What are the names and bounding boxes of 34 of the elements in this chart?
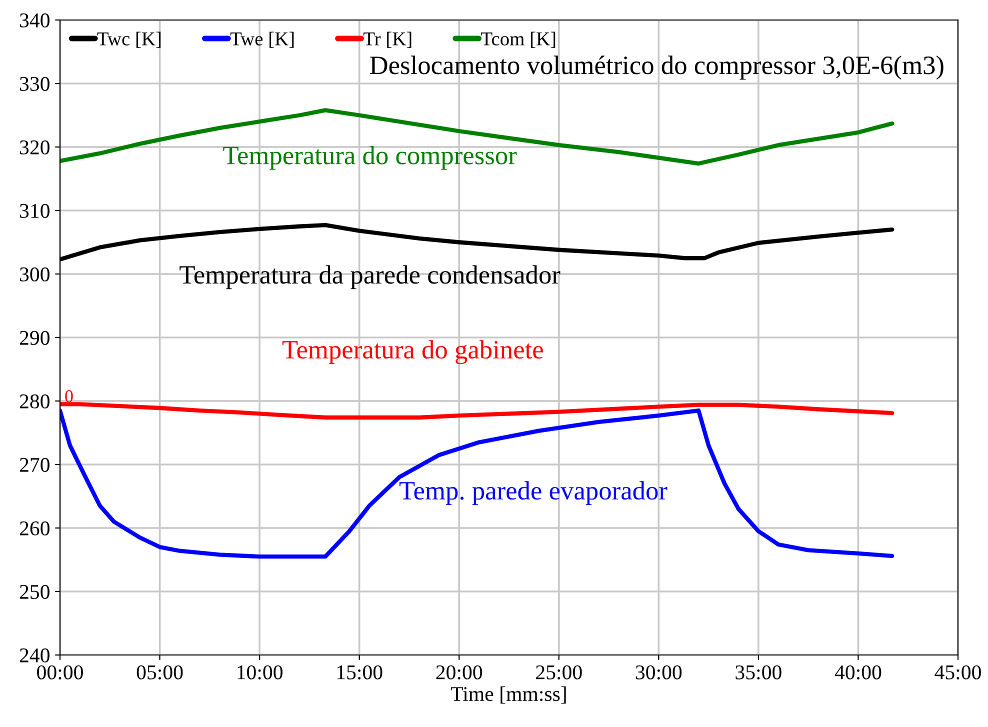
y-tick-label: 290 — [20, 330, 50, 345]
annotation: Temperatura do compressor — [223, 146, 517, 170]
legend-label: Twe [K] — [230, 32, 294, 48]
y-tick-label: 310 — [20, 204, 50, 218]
line-series — [60, 408, 894, 559]
line-series — [60, 402, 894, 420]
x-tick-label: 35:00 — [736, 665, 782, 680]
annotation: Temperatura da parede condensador — [180, 265, 560, 290]
annotation: 0 — [65, 390, 73, 402]
y-tick-label: 270 — [20, 458, 50, 472]
y-tick-label: 250 — [20, 584, 50, 599]
x-tick-label: 05:00 — [136, 665, 183, 680]
legend-label: Tr [K] — [363, 32, 412, 48]
y-tick-label: 300 — [20, 267, 50, 282]
y-tick-label: 280 — [20, 394, 50, 408]
y-tick-label: 240 — [20, 648, 50, 662]
x-axis-title: Time [mm:ss] — [451, 686, 566, 704]
annotation: Temp. parede evaporador — [399, 481, 668, 506]
x-tick-label: 30:00 — [636, 665, 682, 680]
x-tick-label: 20:00 — [436, 665, 482, 680]
x-tick-label: 25:00 — [536, 665, 582, 680]
x-tick-label: 15:00 — [337, 665, 382, 680]
y-tick-label: 260 — [20, 521, 50, 536]
y-tick-label: 330 — [20, 76, 50, 91]
y-tick-label: 320 — [20, 140, 50, 154]
legend-label: Tcom [K] — [481, 32, 556, 48]
text: Deslocamento volumétrico do compressor 3,0E-6(m3) — [370, 56, 944, 80]
x-tick-label: 45:00 — [934, 665, 981, 680]
x-tick-label: 10:00 — [238, 665, 282, 680]
x-tick-label: 40:00 — [834, 665, 882, 680]
legend-label: Twc [K] — [97, 32, 161, 48]
y-tick-label: 340 — [20, 13, 50, 28]
x-tick-label: 00:00 — [37, 665, 83, 680]
annotation: Temperatura do gabinete — [282, 340, 543, 364]
